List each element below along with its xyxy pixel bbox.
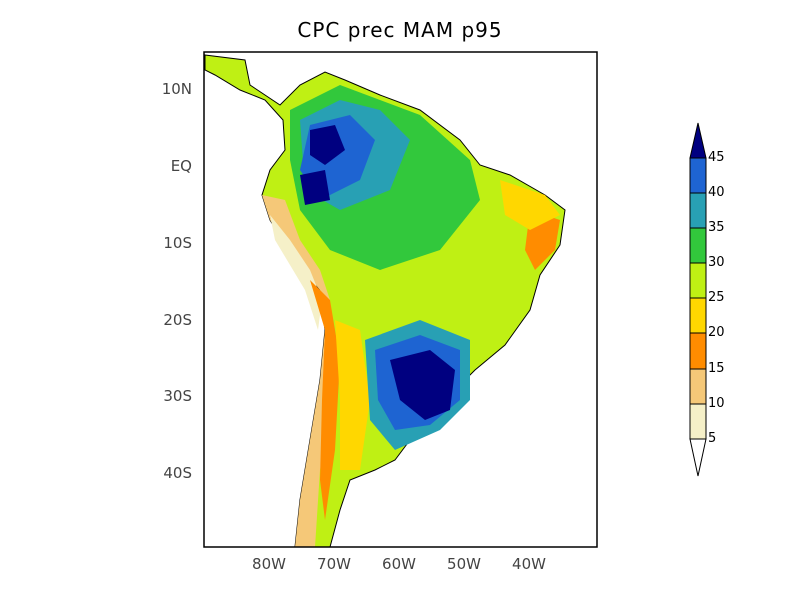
colorbar-bin — [689, 262, 707, 299]
colorbar-bin — [689, 297, 707, 334]
lat-tick: EQ — [170, 157, 192, 175]
colorbar-bin — [689, 157, 707, 194]
plot-title: CPC prec MAM p95 — [297, 18, 503, 42]
colorbar-label: 45 — [708, 150, 725, 165]
lon-tick: 70W — [317, 555, 351, 573]
lat-tick: 20S — [163, 311, 192, 329]
lat-tick: 30S — [163, 387, 192, 405]
colorbar-label: 25 — [708, 290, 725, 305]
colorbar-label: 5 — [708, 431, 717, 446]
colorbar-bin — [689, 368, 707, 405]
colorbar-label: 30 — [708, 255, 725, 270]
colorbar-bin — [689, 403, 707, 440]
colorbar-label: 35 — [708, 220, 725, 235]
map-frame — [203, 51, 598, 548]
lat-tick: 10N — [161, 80, 192, 98]
lat-tick: 10S — [163, 234, 192, 252]
colorbar-bin — [689, 227, 707, 264]
colorbar-min-arrow — [689, 438, 707, 477]
colorbar — [689, 122, 707, 477]
lon-tick: 60W — [382, 555, 416, 573]
lon-tick: 50W — [447, 555, 481, 573]
lon-tick: 80W — [252, 555, 286, 573]
colorbar-label: 20 — [708, 325, 725, 340]
precip-field — [204, 54, 566, 547]
lat-tick: 40S — [163, 464, 192, 482]
colorbar-bin — [689, 192, 707, 229]
colorbar-label: 10 — [708, 396, 725, 411]
colorbar-label: 15 — [708, 361, 725, 376]
colorbar-bin — [689, 332, 707, 370]
colorbar-max-arrow — [689, 122, 707, 159]
colorbar-label: 40 — [708, 185, 725, 200]
lon-tick: 40W — [512, 555, 546, 573]
